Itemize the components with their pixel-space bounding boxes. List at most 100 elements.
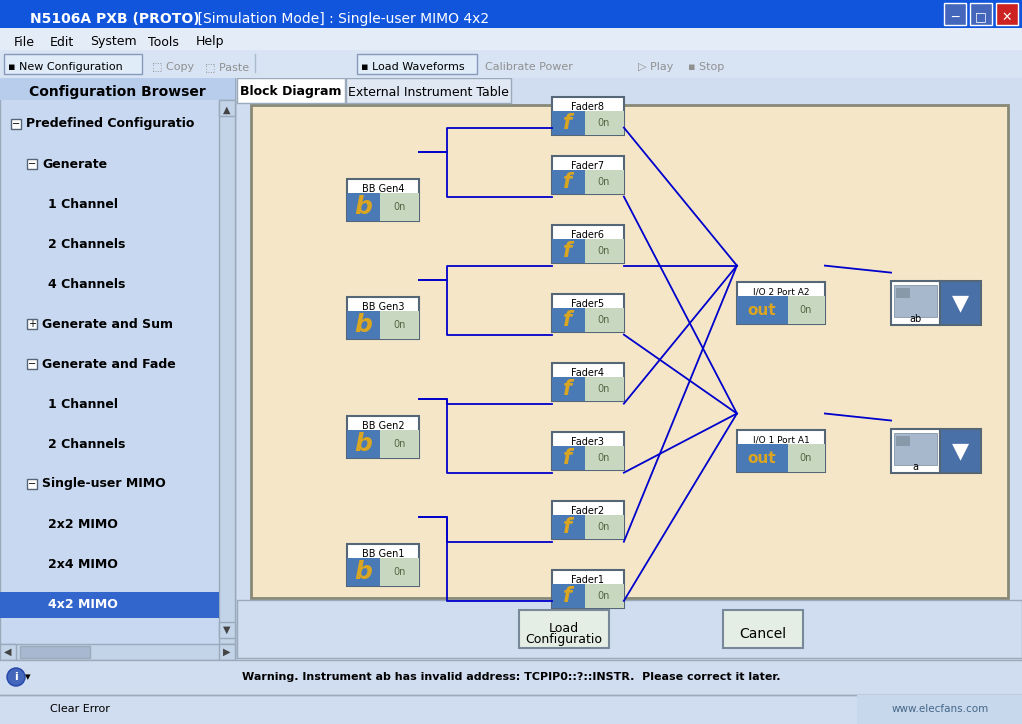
Text: −: −	[28, 479, 36, 489]
Bar	[552, 515, 585, 539]
Text: ▪ Stop: ▪ Stop	[688, 62, 725, 72]
Bar	[788, 445, 825, 472]
Text: Cancel: Cancel	[740, 627, 787, 641]
Text: BB Gen1: BB Gen1	[362, 549, 405, 559]
Bar	[0, 0, 1022, 28]
Bar	[552, 240, 585, 264]
Bar	[347, 557, 380, 586]
Circle shape	[7, 668, 25, 686]
Bar	[552, 363, 623, 401]
Bar	[347, 429, 380, 458]
Bar	[380, 557, 419, 586]
Text: 2 Channels: 2 Channels	[48, 237, 126, 251]
Text: ⬚ Copy: ⬚ Copy	[152, 62, 194, 72]
Text: b: b	[355, 560, 372, 584]
Text: 0n: 0n	[598, 177, 610, 188]
Text: ▶: ▶	[223, 647, 231, 657]
Text: Load: Load	[549, 621, 579, 634]
Text: System: System	[90, 35, 137, 49]
Bar	[552, 584, 585, 608]
Bar	[0, 592, 219, 618]
Bar	[0, 50, 1022, 78]
Text: 1 Channel: 1 Channel	[48, 397, 118, 411]
Text: +: +	[28, 319, 36, 329]
Bar	[891, 282, 940, 326]
Bar	[552, 447, 585, 471]
Bar	[552, 156, 623, 194]
Bar	[0, 78, 1022, 660]
Bar	[723, 610, 803, 648]
Text: File: File	[14, 35, 35, 49]
Bar	[237, 78, 345, 103]
Text: 0n: 0n	[393, 439, 406, 449]
Text: f: f	[563, 379, 572, 400]
Text: I/O 2 Port A2: I/O 2 Port A2	[752, 288, 809, 297]
Bar	[552, 170, 585, 194]
Bar	[552, 111, 585, 135]
Text: Tools: Tools	[148, 35, 179, 49]
Bar	[585, 584, 623, 608]
Bar	[219, 622, 235, 638]
Text: f: f	[563, 586, 572, 607]
Bar	[894, 285, 937, 318]
Bar	[347, 311, 380, 340]
Text: 0n: 0n	[598, 118, 610, 128]
Text: Fader5: Fader5	[571, 299, 604, 309]
Text: Configuration Browser: Configuration Browser	[29, 85, 205, 99]
Text: ▪ Load Waveforms: ▪ Load Waveforms	[361, 62, 465, 72]
Text: ▲: ▲	[223, 105, 231, 115]
Bar	[11, 119, 21, 129]
Bar	[4, 54, 142, 74]
Text: b: b	[355, 195, 372, 219]
Text: Configuratio: Configuratio	[525, 634, 603, 647]
Text: out: out	[747, 451, 777, 466]
Bar	[552, 295, 623, 332]
Text: b: b	[355, 432, 372, 455]
Text: Fader8: Fader8	[571, 102, 604, 112]
Bar	[552, 225, 623, 264]
Text: www.elecfans.com: www.elecfans.com	[891, 704, 988, 714]
Text: f: f	[563, 113, 572, 133]
Text: ⬚ Paste: ⬚ Paste	[205, 62, 249, 72]
Text: ▼: ▼	[223, 625, 231, 635]
Bar	[347, 416, 419, 458]
Bar	[585, 308, 623, 332]
Text: f: f	[563, 518, 572, 537]
Text: out: out	[747, 303, 777, 318]
Text: Generate and Fade: Generate and Fade	[42, 358, 176, 371]
Bar	[896, 437, 910, 447]
Text: Fader6: Fader6	[571, 230, 604, 240]
Text: ▾: ▾	[26, 672, 31, 682]
Bar	[251, 105, 1008, 598]
Bar	[380, 429, 419, 458]
Text: Fader3: Fader3	[571, 437, 604, 447]
Text: External Instrument Table: External Instrument Table	[347, 85, 508, 98]
Text: ab: ab	[909, 314, 921, 324]
Text: 2x4 MIMO: 2x4 MIMO	[48, 557, 118, 571]
Text: ▼: ▼	[951, 442, 969, 461]
Text: ▷ Play: ▷ Play	[638, 62, 673, 72]
Bar	[552, 97, 623, 135]
Text: a: a	[912, 463, 918, 472]
Bar	[347, 193, 380, 221]
Text: Single-user MIMO: Single-user MIMO	[42, 478, 166, 490]
Bar	[380, 311, 419, 340]
Text: BB Gen4: BB Gen4	[362, 184, 405, 194]
Text: □: □	[975, 11, 987, 23]
Text: ◀: ◀	[4, 647, 11, 657]
Text: 0n: 0n	[598, 246, 610, 256]
Bar	[940, 282, 981, 326]
Bar	[219, 100, 235, 644]
Bar	[552, 432, 623, 471]
Text: ▼: ▼	[951, 293, 969, 313]
Bar	[940, 429, 981, 473]
Text: −: −	[28, 159, 36, 169]
Bar	[970, 3, 992, 25]
Text: 2x2 MIMO: 2x2 MIMO	[48, 518, 118, 531]
Bar	[27, 319, 37, 329]
Bar	[585, 170, 623, 194]
Bar	[585, 447, 623, 471]
Bar	[219, 644, 235, 660]
Text: Fader7: Fader7	[571, 161, 604, 172]
Bar	[788, 297, 825, 324]
